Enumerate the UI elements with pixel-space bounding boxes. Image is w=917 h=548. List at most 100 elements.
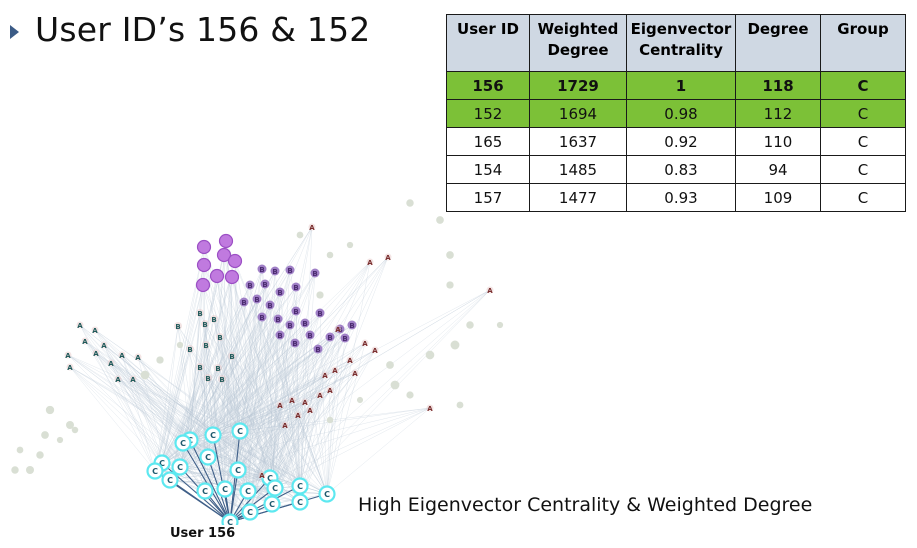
graph-edge [271,256,389,505]
graph-faint-node [16,446,24,454]
graph-faint-node [425,350,435,360]
cell-weighted-degree: 1485 [529,155,627,184]
graph-node-label: A [487,287,493,295]
graph-node-c [221,513,239,525]
graph-edge [203,246,301,503]
table-row: 156 1729 1 118 C [446,71,906,100]
graph-faint-node [390,380,400,390]
graph-node-label: A [135,354,141,362]
graph-node-c [161,471,179,489]
graph-node [316,391,324,399]
graph-edge [213,318,328,495]
graph-edge [154,264,205,472]
graph-node-label: B [201,244,206,252]
graph-edge [110,362,241,432]
graph-node-b [290,338,300,348]
graph-edge [182,442,226,490]
graph-node [100,341,108,349]
graph-faint-node [156,356,164,364]
graph-node-b [209,268,225,284]
graph-edge [224,291,281,490]
graph-faint-node [11,466,19,474]
graph-nodes: CCCCCCCCCCCCCCCCCCCCCBBBBBBBBBBBBBBBBBBB… [64,223,494,525]
graph-node-label: A [302,399,308,407]
graph-edge [299,359,351,503]
graph-faint-node [446,251,454,259]
graph-edge [299,226,313,503]
graph-edge [274,334,311,489]
graph-faint-node [406,391,414,399]
header-user-id: User ID [446,14,530,72]
graph-node-label: B [232,258,237,266]
graph-node-label: C [324,490,330,499]
cell-user-id: 165 [446,127,530,156]
graph-edge [243,301,301,503]
graph-edge [294,342,301,503]
graph-edge [182,318,215,444]
graph-node-c [196,482,214,500]
graph-node-label: A [93,350,99,358]
graph-edge [182,399,293,444]
graph-node-label: B [202,321,207,329]
graph-node-label: B [211,316,216,324]
graph-edge [299,328,339,503]
graph-node-label: B [217,334,222,342]
header-eigenvector-centrality: Eigenvector Centrality [626,14,736,72]
graph-node [118,351,126,359]
graph-faint-node [356,396,364,404]
graph-node-label: B [187,346,192,354]
graph-node-label: B [302,320,307,328]
graph-node-label: C [272,484,278,493]
graph-node-b [218,233,234,249]
graph-faint-node [326,251,334,259]
graph-node-label: A [362,340,368,348]
graph-faint-node [496,321,504,329]
cell-eigenvector: 1 [626,71,736,100]
graph-node-label: B [221,252,226,260]
graph-edge [234,260,328,495]
graph-edge [67,354,249,492]
graph-node-c [318,485,336,503]
graph-edge [221,378,231,523]
graph-node-label: A [77,322,83,330]
cell-weighted-degree: 1694 [529,99,627,128]
cell-group: C [820,71,906,100]
graph-edge [204,359,351,492]
cell-degree: 109 [735,183,821,212]
cell-degree: 112 [735,99,821,128]
graph-node-b [245,280,255,290]
graph-node-b [260,279,270,289]
graph-edge [182,355,233,444]
graph-node-label: B [307,332,312,340]
graph-node-label: B [205,375,210,383]
graph-node-label: B [293,308,298,316]
graph-edge [229,268,263,523]
graph-faint-node [140,370,150,380]
graph-node-label: A [367,259,373,267]
graph-node-label: C [205,453,211,462]
graph-node [258,471,266,479]
graph-faint-node [346,241,354,249]
graph-node-c [239,482,257,500]
graph-edge [177,325,271,479]
graph-node [276,401,284,409]
graph-node [76,321,84,329]
graph-node [214,364,222,372]
cell-degree: 94 [735,155,821,184]
graph-node-label: A [335,326,341,334]
graph-edge [67,354,328,495]
graph-node-label: A [332,367,338,375]
graph-node-label: A [289,397,295,405]
graph-node-label: B [272,268,277,276]
graph-edge [239,430,273,505]
graph-edge [229,318,279,523]
bullet-icon [10,24,19,39]
graph-edge [299,256,389,487]
hub-edge [212,434,231,523]
graph-node-c [204,426,222,444]
graph-faint-node [45,405,55,415]
graph-node-b [275,330,285,340]
graph-node [308,223,316,231]
graph-node [186,345,194,353]
graph-edge [182,336,221,444]
